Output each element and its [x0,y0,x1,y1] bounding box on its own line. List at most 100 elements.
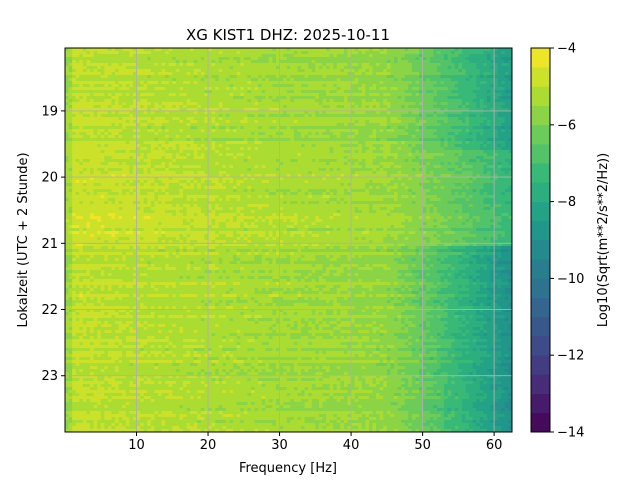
heatmap-cell [479,51,484,55]
heatmap-cell [243,87,248,91]
heatmap-cell [204,99,209,103]
heatmap-cell [204,87,209,91]
heatmap-cell [86,141,91,145]
heatmap-cell [408,51,413,55]
heatmap-cell [497,57,502,61]
heatmap-cell [204,165,209,169]
heatmap-cell [218,90,223,94]
heatmap-cell [411,93,416,97]
heatmap-cell [82,123,87,127]
heatmap-cell [343,99,348,103]
heatmap-cell [190,54,195,58]
heatmap-cell [336,162,341,166]
heatmap-cell [279,99,284,103]
heatmap-cell [311,93,316,97]
heatmap-cell [372,57,377,61]
heatmap-cell [347,75,352,79]
heatmap-cell [208,66,213,70]
heatmap-cell [150,141,155,145]
heatmap-cell [440,132,445,136]
heatmap-cell [461,114,466,118]
heatmap-cell [215,72,220,76]
heatmap-cell [243,96,248,100]
heatmap-cell [401,144,406,148]
heatmap-cell [147,120,152,124]
heatmap-cell [311,102,316,106]
heatmap-cell [129,66,134,70]
heatmap-cell [494,165,499,169]
heatmap-cell [254,165,259,169]
heatmap-cell [454,69,459,73]
heatmap-cell [82,165,87,169]
heatmap-cell [233,120,238,124]
heatmap-cell [147,150,152,154]
heatmap-cell [183,90,187,94]
heatmap-cell [240,78,245,82]
heatmap-cell [486,72,491,76]
heatmap-cell [225,129,230,133]
heatmap-cell [372,114,377,118]
heatmap-cell [386,63,391,67]
heatmap-cell [247,96,252,100]
heatmap-cell [275,105,280,109]
heatmap-cell [479,162,484,166]
heatmap-cell [297,108,302,112]
heatmap-cell [501,123,506,127]
heatmap-cell [125,165,130,169]
heatmap-cell [322,63,327,67]
heatmap-cell [229,129,234,133]
heatmap-cell [429,63,434,67]
heatmap-cell [258,108,263,112]
heatmap-cell [454,150,459,154]
heatmap-cell [386,78,391,82]
heatmap-cell [154,51,159,55]
heatmap-cell [340,60,345,64]
heatmap-cell [376,156,381,160]
heatmap-cell [486,117,491,121]
heatmap-cell [494,114,499,118]
heatmap-cell [393,126,398,130]
heatmap-cell [107,96,112,100]
heatmap-cell [293,48,298,52]
heatmap-cell [343,144,348,148]
heatmap-cell [250,60,255,64]
heatmap-cell [304,159,309,163]
heatmap-cell [111,150,116,154]
heatmap-cell [308,57,313,61]
heatmap-cell [304,120,309,124]
heatmap-cell [65,57,69,61]
heatmap-cell [497,69,502,73]
heatmap-cell [261,153,266,157]
heatmap-cell [143,165,148,169]
heatmap-cell [82,48,87,52]
heatmap-cell [422,123,427,127]
heatmap-cell [132,90,137,94]
heatmap-cell [479,147,484,151]
heatmap-cell [79,105,84,109]
heatmap-cell [465,78,470,82]
heatmap-cell [433,123,438,127]
heatmap-cell [354,72,359,76]
heatmap-cell [90,132,95,136]
heatmap-cell [240,135,245,139]
heatmap-cell [476,114,481,118]
heatmap-cell [429,54,434,58]
heatmap-cell [268,162,273,166]
heatmap-cell [193,108,198,112]
heatmap-cell [240,51,245,55]
heatmap-cell [208,102,213,106]
heatmap-cell [250,84,255,88]
heatmap-cell [372,93,377,97]
heatmap-cell [168,78,173,82]
heatmap-cell [379,162,384,166]
heatmap-cell [304,48,309,52]
heatmap-cell [143,63,148,67]
heatmap-cell [290,99,295,103]
heatmap-cell [465,48,470,52]
heatmap-cell [72,99,77,103]
heatmap-cell [183,135,187,139]
heatmap-cell [469,66,474,70]
heatmap-cell [393,66,398,70]
heatmap-cell [379,150,384,154]
heatmap-cell [426,60,431,64]
